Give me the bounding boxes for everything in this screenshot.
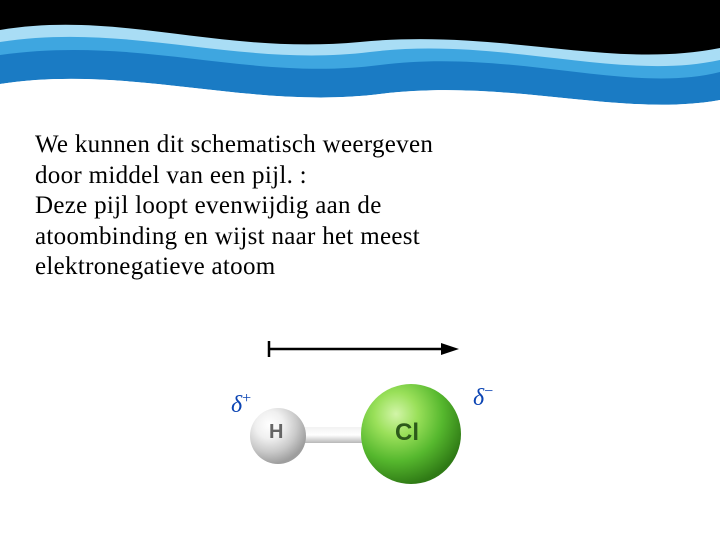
hydrogen-label: H xyxy=(269,421,283,444)
text-line-5: elektronegatieve atoom xyxy=(35,253,276,280)
chlorine-label: Cl xyxy=(395,419,419,447)
text-line-2: door middel van een pijl. : xyxy=(35,162,307,189)
delta-minus-label: δ− xyxy=(473,383,493,412)
dipole-arrow xyxy=(263,335,463,363)
text-line-1: We kunnen dit schematisch weergeven xyxy=(35,131,433,158)
polar-bond-diagram: δ+ δ− xyxy=(225,335,515,495)
text-line-3: Deze pijl loopt evenwijdig aan de xyxy=(35,192,382,219)
slide-text: We kunnen dit schematisch weergeven door… xyxy=(35,130,660,283)
wave-header xyxy=(0,0,720,115)
text-line-4: atoombinding en wijst naar het meest xyxy=(35,223,420,250)
